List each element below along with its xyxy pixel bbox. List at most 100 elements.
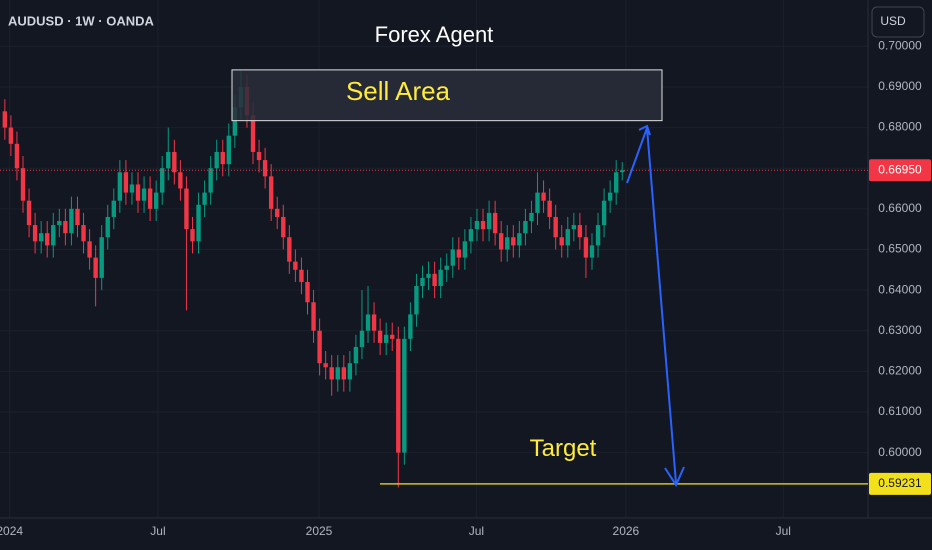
candle-body (184, 188, 189, 230)
candle-body (153, 192, 159, 209)
candle-body (63, 221, 68, 234)
candle-body (438, 269, 443, 287)
candle-body (547, 200, 552, 217)
candle-body (402, 338, 407, 453)
arrow-head (664, 466, 685, 488)
candle-body (305, 281, 310, 303)
target-price-label: 0.59231 (878, 476, 922, 490)
candle-body (323, 363, 328, 368)
candle-body (511, 237, 516, 246)
candle-body (456, 249, 462, 258)
candle-body (293, 261, 298, 270)
candle-body (275, 208, 280, 217)
candle-body (45, 233, 50, 246)
last-price-box (869, 159, 931, 182)
candle-body (335, 367, 340, 380)
y-tick-label: 0.61000 (878, 404, 922, 418)
candle-body (32, 225, 38, 242)
candle-body (583, 237, 589, 258)
candle-body (571, 225, 577, 230)
y-tick-label: 0.64000 (878, 282, 922, 296)
candle-body (565, 229, 570, 246)
y-tick-label: 0.60000 (878, 445, 922, 459)
candle-body (353, 346, 359, 364)
candle-body (347, 363, 353, 380)
x-tick-label: 2024 (0, 524, 23, 538)
candle-body (317, 330, 322, 364)
candle-body (99, 237, 104, 278)
candle-body (468, 229, 474, 242)
candle-body (371, 314, 377, 331)
candle-body (420, 277, 425, 287)
candle-body (69, 208, 74, 234)
candle-body (287, 237, 292, 262)
currency-label[interactable]: USD (880, 14, 906, 28)
y-tick-label: 0.62000 (878, 364, 922, 378)
candle-body (426, 273, 431, 278)
candle-body (147, 188, 153, 209)
candle-body (450, 249, 455, 266)
x-tick-label: Jul (776, 524, 791, 538)
candle-body (341, 367, 347, 380)
sell-area-label: Sell Area (346, 76, 451, 106)
candle-body (589, 245, 595, 258)
target-label: Target (530, 435, 597, 462)
candle-body (226, 135, 232, 165)
candle-body (141, 188, 147, 201)
candle-body (57, 221, 62, 226)
candle-body (414, 286, 419, 315)
candle-body (160, 168, 165, 193)
candle-body (14, 143, 20, 169)
candle-body (559, 237, 564, 246)
candle-body (129, 184, 135, 193)
y-tick-label: 0.70000 (878, 38, 922, 52)
candle-body (208, 168, 213, 193)
candle-body (517, 233, 522, 246)
candle-body (595, 225, 601, 246)
chart-title: Forex Agent (375, 22, 494, 47)
symbol: AUDUSD · 1W · OANDA (8, 13, 154, 28)
candle-body (620, 170, 625, 173)
candle-body (329, 367, 334, 380)
x-tick-label: Jul (469, 524, 484, 538)
candle-body (486, 212, 492, 230)
candle-body (365, 314, 371, 331)
target-price-box (869, 472, 931, 495)
candle-body (51, 225, 56, 246)
candle-body (281, 216, 286, 238)
candle-body (444, 265, 449, 270)
candle-body (38, 233, 44, 242)
y-tick-label: 0.69000 (878, 79, 922, 93)
y-tick-label: 0.63000 (878, 323, 922, 337)
x-tick-label: 2026 (613, 524, 640, 538)
candle-body (535, 192, 540, 213)
candle-body (480, 221, 486, 230)
y-tick-label: 0.66000 (878, 201, 922, 215)
candle-body (607, 192, 613, 201)
candle-body (432, 273, 437, 287)
candle-body (299, 269, 304, 282)
candle-body (172, 151, 177, 173)
candle-body (359, 330, 365, 347)
candle-body (81, 225, 86, 242)
candle-body (135, 184, 141, 201)
candle-body (214, 151, 219, 169)
candle-body (26, 200, 32, 226)
forecast-arrow (626, 124, 685, 488)
last-price-label: 0.66950 (878, 162, 922, 176)
candle-body (196, 204, 201, 242)
candle-body (492, 212, 498, 234)
candle-body (462, 241, 468, 258)
candle-body (202, 192, 207, 205)
x-tick-label: 2025 (306, 524, 333, 538)
currency-button[interactable] (871, 6, 925, 38)
candle-body (396, 338, 401, 453)
candle-body (20, 168, 26, 201)
candle-body (166, 151, 171, 169)
candle-body (601, 200, 607, 226)
candle-body (523, 221, 528, 234)
candle-body (383, 334, 389, 343)
candle-body (8, 127, 14, 144)
